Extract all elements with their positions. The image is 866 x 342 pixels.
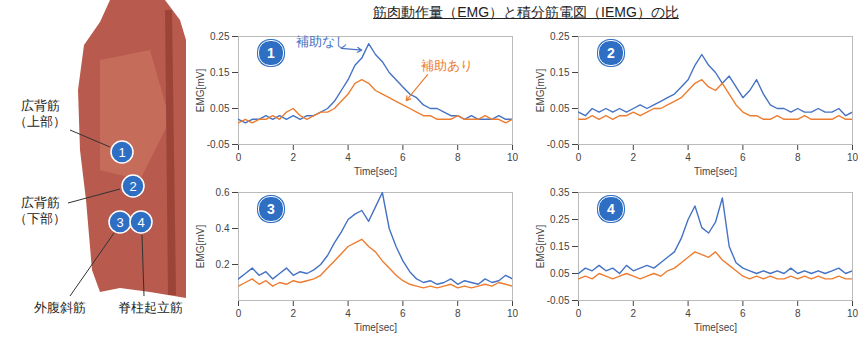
svg-text:0.15: 0.15: [550, 67, 570, 78]
svg-text:EMG[mV]: EMG[mV]: [195, 69, 206, 113]
svg-text:0.05: 0.05: [210, 103, 230, 114]
svg-text:8: 8: [455, 152, 461, 163]
svg-text:Time[sec]: Time[sec]: [354, 166, 397, 177]
svg-text:2: 2: [291, 308, 297, 319]
svg-text:0: 0: [576, 308, 582, 319]
svg-text:0.25: 0.25: [550, 214, 570, 225]
svg-text:広背筋（下部）: 広背筋（下部）: [14, 195, 66, 226]
svg-text:8: 8: [455, 308, 461, 319]
svg-text:6: 6: [400, 152, 406, 163]
svg-text:0.25: 0.25: [210, 31, 230, 42]
html-text:4: 4: [607, 201, 615, 217]
svg-text:0.25: 0.25: [550, 31, 570, 42]
svg-text:1: 1: [118, 145, 125, 160]
svg-text:0.05: 0.05: [550, 103, 570, 114]
svg-text:0.6: 0.6: [216, 187, 230, 198]
svg-text:10: 10: [847, 308, 859, 319]
svg-text:2: 2: [631, 308, 637, 319]
svg-text:0: 0: [236, 152, 242, 163]
svg-text:-0.05: -0.05: [547, 139, 570, 150]
svg-text:0.35: 0.35: [550, 187, 570, 198]
svg-text:6: 6: [740, 152, 746, 163]
svg-text:0: 0: [236, 308, 242, 319]
svg-text:4: 4: [345, 308, 351, 319]
svg-text:外腹斜筋: 外腹斜筋: [34, 300, 86, 315]
svg-text:0.15: 0.15: [550, 241, 570, 252]
svg-text:4: 4: [137, 215, 144, 230]
svg-text:6: 6: [740, 308, 746, 319]
svg-text:補助なし: 補助なし: [296, 34, 348, 49]
svg-text:EMG[mV]: EMG[mV]: [535, 225, 546, 269]
svg-text:-0.05: -0.05: [207, 139, 230, 150]
svg-text:Time[sec]: Time[sec]: [694, 166, 737, 177]
svg-text:EMG[mV]: EMG[mV]: [195, 225, 206, 269]
svg-text:10: 10: [507, 152, 519, 163]
svg-text:2: 2: [631, 152, 637, 163]
svg-text:0.4: 0.4: [216, 223, 230, 234]
svg-text:広背筋（上部）: 広背筋（上部）: [14, 98, 66, 129]
svg-text:10: 10: [507, 308, 519, 319]
svg-text:4: 4: [685, 152, 691, 163]
html-text:3: 3: [267, 201, 275, 217]
svg-text:脊柱起立筋: 脊柱起立筋: [118, 300, 183, 315]
svg-text:0.15: 0.15: [210, 67, 230, 78]
svg-text:補助あり: 補助あり: [421, 58, 473, 73]
html-text:筋肉動作量（EMG）と積分筋電図（IEMG）の比: 筋肉動作量（EMG）と積分筋電図（IEMG）の比: [373, 4, 679, 20]
svg-text:0.05: 0.05: [550, 268, 570, 279]
svg-text:4: 4: [345, 152, 351, 163]
svg-text:8: 8: [795, 308, 801, 319]
svg-text:8: 8: [795, 152, 801, 163]
svg-text:2: 2: [291, 152, 297, 163]
html-text:1: 1: [267, 45, 275, 61]
svg-text:3: 3: [116, 215, 123, 230]
svg-text:-0.05: -0.05: [547, 295, 570, 306]
svg-text:4: 4: [685, 308, 691, 319]
svg-text:Time[sec]: Time[sec]: [694, 322, 737, 333]
html-text:2: 2: [607, 45, 615, 61]
svg-text:0: 0: [576, 152, 582, 163]
svg-text:6: 6: [400, 308, 406, 319]
svg-text:0.2: 0.2: [216, 259, 230, 270]
svg-text:10: 10: [847, 152, 859, 163]
svg-text:2: 2: [129, 179, 136, 194]
svg-text:Time[sec]: Time[sec]: [354, 322, 397, 333]
svg-text:EMG[mV]: EMG[mV]: [535, 69, 546, 113]
